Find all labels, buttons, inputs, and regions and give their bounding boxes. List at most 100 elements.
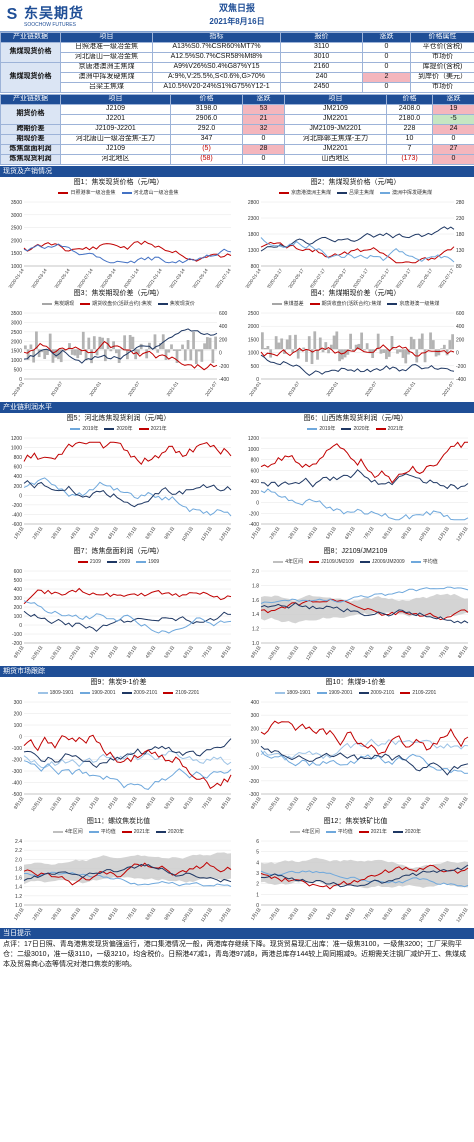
y-tick-label: 600: [14, 465, 23, 471]
section-title-profit: 产业链利润水平: [0, 402, 474, 413]
chart-9: 图9：焦炭9-1价差 1809-1901 1909-2001 2009-2101 210…: [0, 677, 237, 816]
cell-a-price: 347: [170, 134, 243, 145]
legend-swatch-icon: [316, 691, 327, 694]
legend-label: 京唐港澳一级焦煤: [399, 301, 440, 307]
y-tick-label: 800: [14, 455, 23, 461]
basis-bar: [354, 344, 358, 350]
legend-swatch-icon: [392, 830, 403, 833]
basis-bar: [84, 349, 88, 361]
basis-bar: [208, 337, 212, 350]
y-tick-label: 1.4: [15, 885, 22, 891]
x-tick-label: 4月1日: [69, 907, 82, 922]
x-tick-label: 2月1日: [344, 796, 357, 811]
y-tick-label: 1.2: [252, 627, 259, 633]
legend-swatch-icon: [274, 691, 285, 694]
basis-bar: [321, 349, 325, 353]
daily-commentary: 点评：17日日照、青岛港焦炭现货偏强运行，港口集港情况一般，两港库存继续下降。现…: [3, 941, 467, 968]
y-tick-label: -100: [249, 766, 259, 772]
series-line: [23, 600, 232, 634]
y-tick-label: 3500: [11, 311, 22, 317]
x-tick-label: 2021-07: [441, 380, 455, 397]
col-header: 价格: [386, 94, 433, 105]
legend-entry: 京唐港澳一级焦煤: [387, 301, 439, 307]
cell-b-price: (173): [386, 154, 433, 165]
legend-entry: 2009-2101: [358, 690, 394, 696]
legend-swatch-icon: [136, 560, 147, 563]
y-tick-label: 5: [256, 850, 259, 856]
legend-entry: 4年区间: [289, 829, 320, 835]
y-tick-label: 600: [14, 569, 23, 575]
series-line: [260, 488, 469, 521]
legend-label: 平均值: [422, 559, 438, 565]
y2-tick-label: 230: [456, 216, 465, 222]
cell-price: 3110: [280, 42, 363, 53]
x-tick-label: 5月1日: [88, 526, 101, 541]
x-tick-label: 1月1日: [88, 645, 101, 660]
basis-bar: [340, 349, 344, 360]
x-tick-label: 6月1日: [419, 796, 432, 811]
y-tick-label: 800: [251, 458, 260, 464]
legend-entry: 2019年: [70, 426, 98, 432]
y2-tick-label: 280: [456, 200, 465, 206]
basis-bar: [128, 335, 132, 350]
x-tick-label: 9月1日: [163, 526, 176, 541]
basis-bar: [371, 349, 375, 358]
series-line: [23, 340, 218, 371]
basis-bar: [159, 343, 162, 350]
cell-b-chg: 19: [432, 104, 474, 115]
y2-tick-label: 0: [456, 351, 459, 357]
y-tick-label: 300: [251, 713, 260, 719]
x-tick-label: 2021-07-14: [215, 267, 233, 288]
y-tick-label: 1200: [11, 436, 22, 442]
x-tick-label: 10月1日: [181, 526, 195, 543]
basis-bar: [214, 336, 217, 350]
basis-bar: [360, 332, 364, 350]
row-category: 焦煤现货价格: [0, 62, 61, 93]
basis-bar: [327, 349, 330, 354]
col-header: 涨跌: [362, 32, 411, 43]
legend-entry: 1809-1901: [37, 690, 74, 696]
basis-bar: [103, 349, 107, 362]
col-header: 价格属性: [410, 32, 474, 43]
y-tick-label: -200: [249, 511, 259, 517]
y-tick-label: -400: [249, 522, 259, 528]
y-tick-label: 3: [256, 871, 259, 877]
table-row: 跨期价差 J2109-J2201 292.0 32 JM2109-JM2201 228 24: [0, 124, 474, 135]
basis-bar: [181, 344, 184, 350]
legend-label: 1909: [148, 559, 160, 565]
basis-bar: [70, 349, 74, 355]
series-line: [23, 760, 232, 790]
y2-tick-label: 130: [456, 248, 465, 254]
basis-bar: [379, 349, 383, 354]
y-tick-label: 500: [251, 364, 260, 370]
legend-label: 2020年: [116, 426, 133, 432]
y-tick-label: 0: [256, 903, 259, 909]
x-tick-label: 2020-11-14: [123, 267, 140, 288]
x-tick-label: 10月1日: [267, 796, 281, 813]
legend-label: 4年区间: [64, 829, 83, 835]
x-tick-label: 9月1日: [163, 907, 176, 922]
y2-tick-label: -200: [219, 364, 229, 370]
chart-3: 图3：焦炭期现价差（元/吨） 焦炭期现 期货收盘价(活跃合约):焦炭 焦炭现货价 350…: [0, 288, 237, 401]
row-category: 炼焦盘面利润: [0, 144, 61, 155]
legend-entry: 2009-2101: [121, 690, 157, 696]
y-tick-label: 2500: [11, 226, 22, 232]
x-tick-label: 4月1日: [69, 526, 82, 541]
x-tick-label: 5月1日: [325, 526, 338, 541]
y-tick-label: 1500: [11, 349, 22, 355]
series-line: [23, 863, 232, 883]
legend-label: 吕梁主焦煤: [348, 190, 374, 196]
cell-b-item: 山西地区: [284, 154, 387, 165]
legend-entry: 期货收盘价(活跃合约):焦炭: [80, 301, 152, 307]
cell-b-chg: 0: [432, 154, 474, 165]
y-tick-label: 200: [251, 726, 260, 732]
basis-bar: [429, 332, 432, 350]
chart-8: 图8：J2109/JM2109 4年区间 J2109/JM2109 J2009/JM2…: [237, 546, 474, 665]
x-tick-label: 2021-05-14: [192, 267, 210, 288]
legend-entry: 4年区间: [52, 829, 83, 835]
y-tick-label: 1.8: [252, 583, 259, 589]
table-row: 期货价格 J2109 3198.0 53 JM2109 2408.0 19: [0, 104, 474, 125]
chart-legend: 2019年 2020年 2021年: [237, 425, 474, 434]
